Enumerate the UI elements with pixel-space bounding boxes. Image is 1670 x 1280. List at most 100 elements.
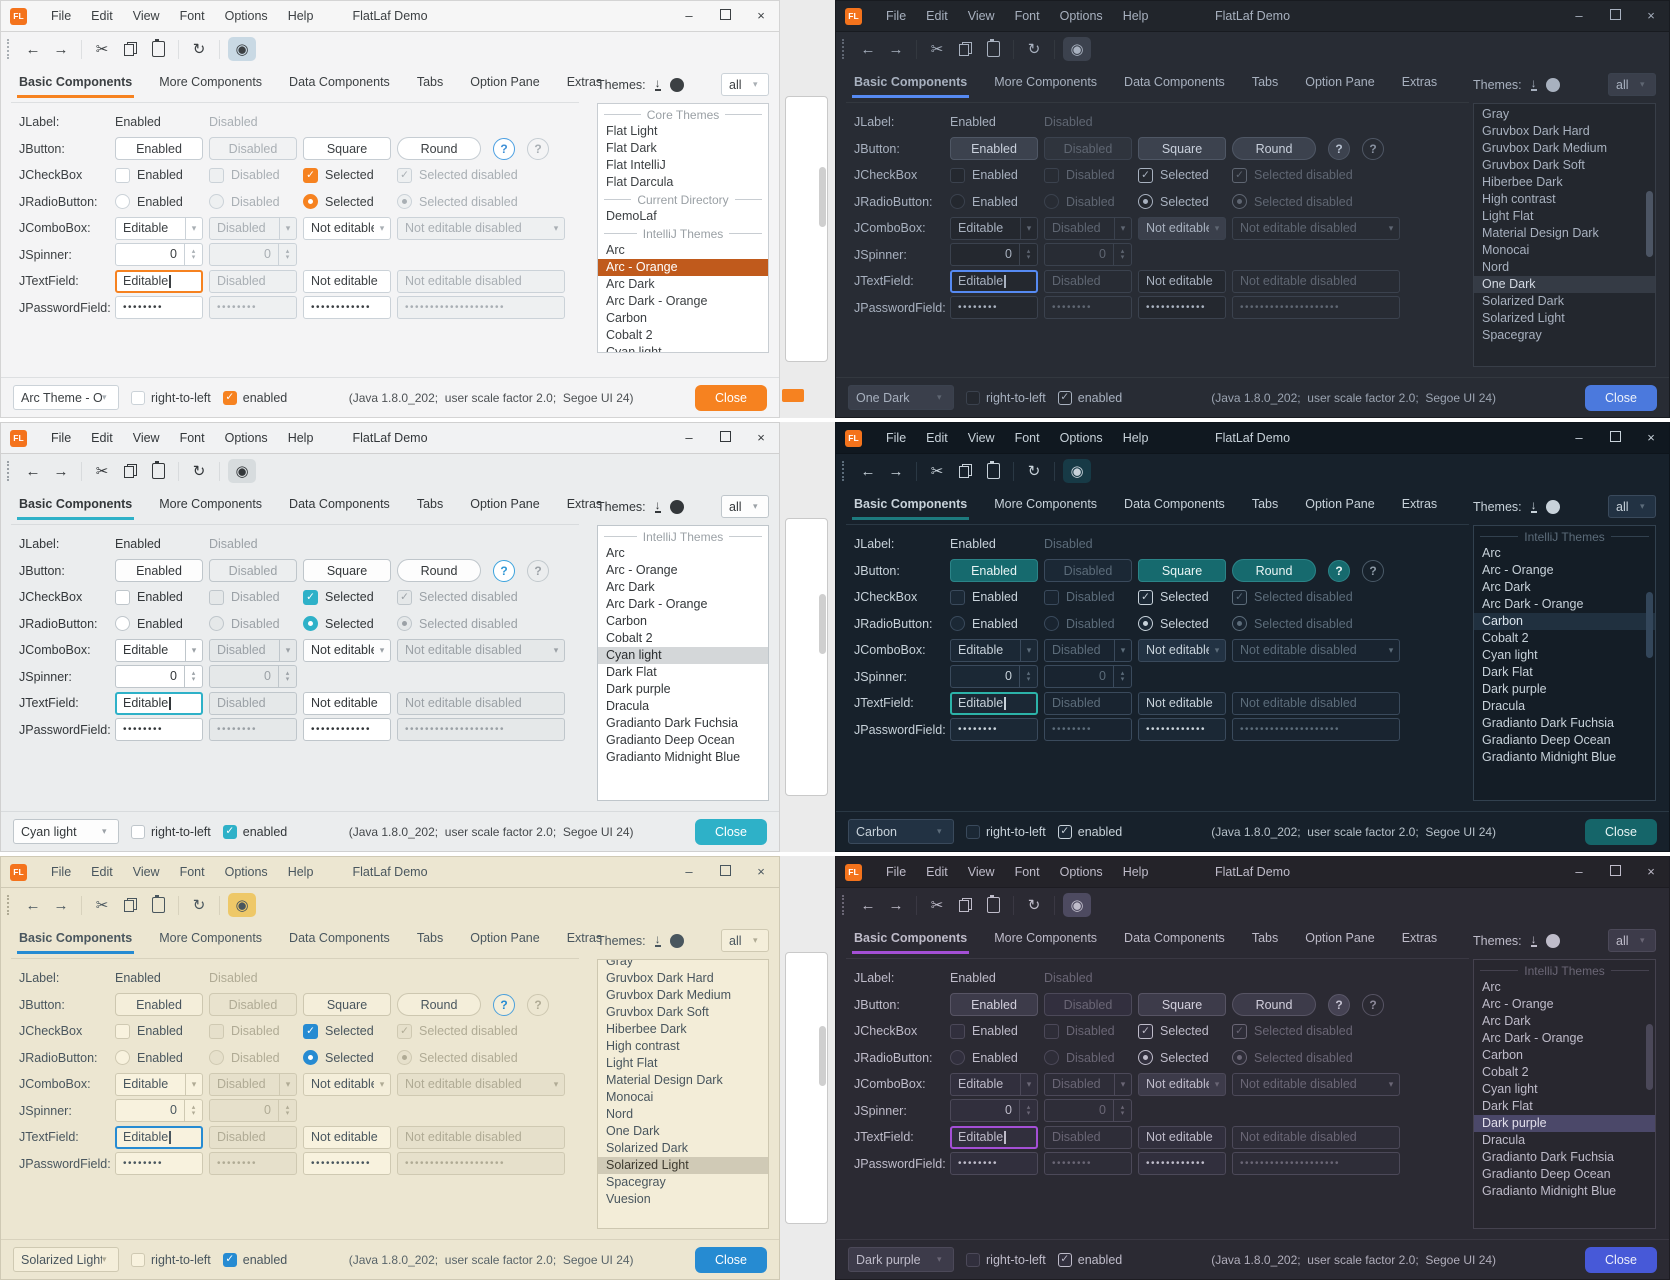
jbutton-square-button[interactable]: Square — [303, 559, 391, 583]
theme-selector-combo[interactable]: Carbon ▾ — [848, 819, 954, 844]
jradiobutton-enabled-label[interactable]: Enabled — [137, 1050, 183, 1065]
download-icon[interactable]: ↓ — [1530, 76, 1537, 91]
jcombobox-not-editable-combo[interactable]: Not editable ▾ — [1138, 638, 1226, 662]
tab-data-components[interactable]: Data Components — [1124, 497, 1225, 511]
tab-data-components[interactable]: Data Components — [289, 75, 390, 89]
themes-scrollbar-thumb[interactable] — [1646, 190, 1653, 258]
theme-item[interactable]: Hiberbee Dark — [606, 1022, 687, 1036]
jbutton-help-button[interactable]: ? — [493, 993, 515, 1016]
jspinner-value[interactable]: 0 — [170, 669, 177, 684]
jcombobox-not-editable-combo[interactable]: Not editable ▾ — [303, 216, 391, 240]
jbutton-enabled-button[interactable]: Enabled — [950, 559, 1038, 583]
tab-data-components[interactable]: Data Components — [289, 497, 390, 511]
jradiobutton-selected-label[interactable]: Selected — [325, 194, 374, 209]
jradiobutton-enabled-label[interactable]: Enabled — [972, 616, 1018, 631]
cut-button[interactable]: ✂ — [90, 459, 114, 483]
jtextfield-editable-field[interactable]: Editable — [950, 269, 1038, 293]
jradiobutton-enabled-label[interactable]: Enabled — [972, 1050, 1018, 1065]
enabled-checkbox[interactable]: ✓ — [222, 1252, 237, 1267]
github-icon[interactable] — [1545, 499, 1560, 514]
jbutton-square-button[interactable]: Square — [1138, 993, 1226, 1017]
download-icon[interactable]: ↓ — [1530, 932, 1537, 947]
jpasswordfield-not-editable-field[interactable]: •••••••••••• — [303, 718, 391, 742]
spinner-buttons[interactable]: ▴ ▾ — [1019, 666, 1037, 688]
tab-extras[interactable]: Extras — [566, 931, 603, 945]
jcombobox-editable-combo[interactable]: Editable ▾ — [115, 216, 203, 240]
show-hidden-toggle-button[interactable]: ◉ — [228, 893, 256, 917]
theme-item[interactable]: Gradianto Dark Fuchsia — [606, 716, 739, 730]
maximize-button[interactable] — [707, 423, 743, 453]
theme-item[interactable]: Cobalt 2 — [606, 328, 653, 342]
right-to-left-label[interactable]: right-to-left — [986, 390, 1046, 405]
spinner-buttons[interactable]: ▴ ▾ — [1019, 244, 1037, 266]
close-button[interactable]: Close — [1585, 1246, 1657, 1273]
jcombobox-not-editable-combo[interactable]: Not editable ▾ — [303, 1072, 391, 1096]
jbutton-square-button[interactable]: Square — [1138, 137, 1226, 161]
theme-item[interactable]: Carbon — [1482, 1048, 1523, 1062]
menu-file[interactable]: File — [886, 431, 907, 445]
menu-help[interactable]: Help — [287, 9, 314, 23]
jcheckbox-selected-label[interactable]: Selected — [325, 590, 374, 605]
jcombobox-editable-combo[interactable]: Editable ▾ — [950, 1072, 1038, 1096]
copy-button[interactable] — [118, 459, 142, 483]
tab-more-components[interactable]: More Components — [994, 497, 1098, 511]
theme-item[interactable]: Dracula — [1482, 699, 1526, 713]
jtextfield-editable-field[interactable]: Editable — [115, 1125, 203, 1149]
theme-item[interactable]: Hiberbee Dark — [1482, 175, 1563, 189]
jcheckbox-selected-checkbox[interactable]: ✓ — [1138, 167, 1153, 183]
theme-item[interactable]: Gradianto Deep Ocean — [1482, 1167, 1611, 1181]
menu-file[interactable]: File — [886, 9, 907, 23]
github-icon[interactable] — [1545, 933, 1560, 948]
copy-button[interactable] — [953, 37, 977, 61]
tab-extras[interactable]: Extras — [1401, 931, 1438, 945]
jcheckbox-enabled-label[interactable]: Enabled — [972, 1024, 1018, 1039]
enabled-label[interactable]: enabled — [1077, 390, 1123, 405]
right-to-left-checkbox[interactable] — [966, 824, 980, 839]
jbutton-help-button[interactable]: ? — [493, 559, 515, 582]
jbutton-square-button[interactable]: Square — [1138, 559, 1226, 583]
download-icon[interactable]: ↓ — [654, 498, 661, 513]
jpasswordfield-editable-field[interactable]: •••••••• — [950, 1152, 1038, 1176]
jtextfield-editable-field[interactable]: Editable — [115, 269, 203, 293]
close-window-button[interactable]: × — [757, 430, 765, 445]
right-to-left-checkbox[interactable] — [966, 1252, 980, 1267]
theme-item-selected[interactable]: Solarized Light — [598, 1157, 768, 1174]
menu-edit[interactable]: Edit — [926, 865, 948, 879]
theme-item[interactable]: Arc Dark - Orange — [1482, 597, 1584, 611]
jtextfield-editable-field[interactable]: Editable — [115, 691, 203, 715]
minimize-button[interactable]: – — [1575, 8, 1583, 23]
enabled-checkbox[interactable]: ✓ — [222, 390, 237, 405]
jradiobutton-selected-label[interactable]: Selected — [1160, 194, 1209, 209]
paste-button[interactable] — [146, 459, 170, 483]
github-icon[interactable] — [669, 933, 684, 948]
theme-filter-combo[interactable]: all ▾ — [721, 73, 769, 96]
jtextfield-not-editable-field[interactable]: Not editable — [1138, 269, 1226, 293]
theme-item[interactable]: Flat Light — [606, 124, 658, 138]
menu-font[interactable]: Font — [179, 9, 205, 23]
jcheckbox-selected-checkbox[interactable]: ✓ — [303, 1023, 318, 1039]
tab-extras[interactable]: Extras — [1401, 497, 1438, 511]
theme-item[interactable]: DemoLaf — [606, 209, 657, 223]
tab-tabs[interactable]: Tabs — [1251, 75, 1279, 89]
theme-item[interactable]: Arc Dark — [1482, 580, 1531, 594]
theme-item[interactable]: Monocai — [1482, 243, 1530, 257]
theme-item[interactable]: Gradianto Deep Ocean — [1482, 733, 1611, 747]
jcombobox-not-editable-combo[interactable]: Not editable ▾ — [1138, 1072, 1226, 1096]
jspinner-enabled-spinner[interactable]: 0 ▴ ▾ — [950, 243, 1038, 267]
jbutton-round-button[interactable]: Round — [397, 993, 481, 1017]
minimize-button[interactable]: – — [685, 8, 693, 23]
menu-options[interactable]: Options — [224, 9, 268, 23]
theme-filter-combo[interactable]: all ▾ — [721, 929, 769, 952]
tab-more-components[interactable]: More Components — [159, 75, 263, 89]
menu-edit[interactable]: Edit — [91, 9, 113, 23]
back-button[interactable]: ← — [21, 459, 45, 483]
spinner-buttons[interactable]: ▴ ▾ — [184, 1100, 202, 1122]
right-to-left-checkbox[interactable] — [966, 390, 980, 405]
theme-item[interactable]: Nord — [1482, 260, 1510, 274]
theme-item[interactable]: Light Flat — [606, 1056, 658, 1070]
close-button[interactable]: Close — [695, 384, 767, 411]
jcheckbox-selected-label[interactable]: Selected — [325, 168, 374, 183]
show-hidden-toggle-button[interactable]: ◉ — [1063, 893, 1091, 917]
theme-item[interactable]: Dark Flat — [1482, 1099, 1533, 1113]
refresh-button[interactable]: ↻ — [187, 893, 211, 917]
